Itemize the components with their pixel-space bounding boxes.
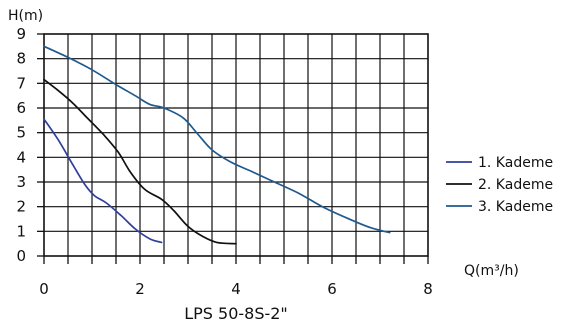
y-tick-label: 8 bbox=[16, 50, 26, 68]
legend-label-3: 3. Kademe bbox=[478, 199, 553, 215]
x-tick-label: 6 bbox=[327, 280, 337, 298]
legend-label-1: 1. Kademe bbox=[478, 155, 553, 171]
series-line-2 bbox=[43, 78, 237, 245]
y-tick-label: 9 bbox=[16, 25, 26, 43]
series-line-3 bbox=[43, 45, 391, 234]
x-tick-label: 4 bbox=[231, 280, 241, 298]
y-tick-label: 4 bbox=[16, 148, 26, 166]
y-tick-label: 7 bbox=[16, 74, 26, 92]
x-tick-label: 2 bbox=[135, 280, 145, 298]
y-tick-label: 2 bbox=[16, 198, 26, 216]
x-tick-label: 0 bbox=[39, 280, 49, 298]
x-tick-label: 8 bbox=[423, 280, 433, 298]
x-axis-title: Q(m³/h) bbox=[464, 263, 519, 279]
y-tick-label: 5 bbox=[16, 124, 26, 142]
legend-label-2: 2. Kademe bbox=[478, 177, 553, 193]
x-axis-ticks: 0 2 4 6 8 bbox=[39, 256, 433, 298]
y-axis-title: H(m) bbox=[8, 8, 43, 24]
chart-caption: LPS 50-8S-2" bbox=[184, 304, 288, 323]
series-line-1 bbox=[43, 118, 163, 244]
y-tick-label: 0 bbox=[16, 247, 26, 265]
grid bbox=[44, 34, 428, 256]
series-layer bbox=[43, 45, 391, 245]
y-tick-label: 6 bbox=[16, 99, 26, 117]
legend: 1. Kademe 2. Kademe 3. Kademe bbox=[446, 155, 553, 215]
y-tick-label: 1 bbox=[16, 222, 26, 240]
y-tick-label: 3 bbox=[16, 173, 26, 191]
y-axis-ticks: 0 1 2 3 4 5 6 7 8 9 bbox=[16, 25, 44, 265]
